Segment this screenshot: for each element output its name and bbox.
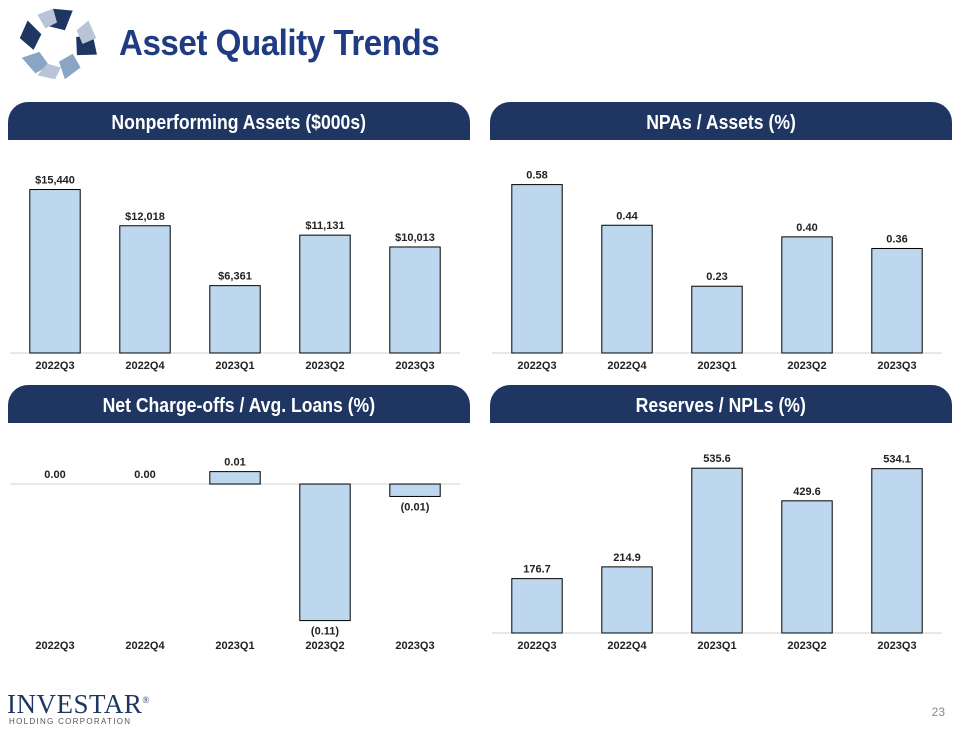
x-tick-label: 2022Q3 — [517, 640, 556, 652]
brand-logo-text: INVESTAR® — [7, 689, 150, 720]
x-tick-label: 2023Q1 — [697, 640, 736, 652]
x-tick-label: 2022Q4 — [125, 360, 165, 372]
x-tick-label: 2023Q3 — [395, 640, 434, 652]
data-label: 0.44 — [616, 210, 638, 222]
bar — [691, 467, 743, 634]
bar — [119, 225, 171, 354]
data-label: 0.00 — [134, 469, 155, 481]
data-label: 535.6 — [703, 453, 731, 465]
x-tick-label: 2023Q1 — [697, 360, 736, 372]
data-label: 0.23 — [706, 271, 727, 283]
page-title: Asset Quality Trends — [119, 22, 440, 63]
x-tick-label: 2022Q4 — [607, 640, 647, 652]
bar — [299, 234, 351, 354]
bar — [871, 247, 923, 354]
data-label: $10,013 — [395, 232, 435, 244]
data-label: 214.9 — [613, 552, 641, 564]
brand-name: INVESTAR — [7, 689, 143, 719]
data-label: 0.01 — [224, 457, 245, 469]
bar — [601, 224, 653, 354]
x-tick-label: 2023Q3 — [877, 640, 916, 652]
x-tick-label: 2023Q2 — [305, 640, 344, 652]
bar — [389, 246, 441, 354]
panel-title: Net Charge-offs / Avg. Loans (%) — [102, 395, 376, 417]
data-label: $11,131 — [305, 220, 344, 232]
bar — [691, 285, 743, 354]
bar — [389, 483, 441, 497]
registered-mark: ® — [142, 695, 150, 705]
bar — [29, 189, 81, 354]
panel-title: Reserves / NPLs (%) — [635, 395, 807, 417]
bar — [871, 468, 923, 634]
data-label: 176.7 — [523, 564, 551, 576]
data-label: 534.1 — [883, 454, 911, 466]
panel-header-nonperforming-assets: Nonperforming Assets ($000s) — [8, 102, 470, 140]
data-label: $12,018 — [125, 211, 165, 223]
bar — [511, 578, 563, 634]
data-label: 0.00 — [44, 469, 65, 481]
company-logo-mark — [19, 8, 97, 80]
brand-subtitle: HOLDING CORPORATION — [9, 717, 132, 726]
x-tick-label: 2022Q3 — [35, 360, 74, 372]
x-tick-label: 2023Q2 — [305, 360, 344, 372]
net-charge-offs-chart: 0.00 2022Q3 0.00 2022Q4 0.01 2023Q1 (0.11) 2023… — [10, 457, 460, 652]
bar — [299, 483, 351, 622]
data-label: 0.58 — [526, 170, 547, 182]
data-label: (0.01) — [401, 501, 430, 513]
x-tick-label: 2022Q4 — [125, 640, 165, 652]
page-number: 23 — [931, 705, 945, 719]
bar — [781, 236, 833, 354]
data-label: 429.6 — [793, 486, 821, 498]
x-tick-label: 2022Q3 — [517, 360, 556, 372]
bar — [511, 184, 563, 354]
panel-header-net-charge-offs: Net Charge-offs / Avg. Loans (%) — [8, 385, 470, 423]
reserves-npls-chart: 176.7 2022Q3 214.9 2022Q4 535.6 2023Q1 429.6 20… — [492, 453, 942, 652]
panel-title: Nonperforming Assets ($000s) — [111, 112, 367, 134]
npas-assets-chart: 0.58 2022Q3 0.44 2022Q4 0.23 2023Q1 0.40 2023Q2… — [492, 170, 942, 372]
x-tick-label: 2023Q3 — [877, 360, 916, 372]
x-tick-label: 2023Q3 — [395, 360, 434, 372]
panel-header-reserves-npls: Reserves / NPLs (%) — [490, 385, 952, 423]
data-label: 0.36 — [886, 233, 907, 245]
data-label: 0.40 — [796, 222, 817, 234]
data-label: (0.11) — [311, 626, 339, 638]
panel-title: NPAs / Assets (%) — [646, 112, 796, 134]
bar — [209, 285, 261, 354]
bar — [209, 471, 261, 485]
data-label: $6,361 — [218, 271, 252, 283]
nonperforming-assets-chart: $15,440 2022Q3 $12,018 2022Q4 $6,361 2023Q1 $1… — [10, 175, 460, 372]
x-tick-label: 2023Q2 — [787, 360, 826, 372]
bar — [601, 566, 653, 634]
x-tick-label: 2023Q1 — [215, 360, 254, 372]
data-label: $15,440 — [35, 175, 75, 187]
x-tick-label: 2022Q3 — [35, 640, 74, 652]
x-tick-label: 2023Q2 — [787, 640, 826, 652]
panel-header-npas-assets: NPAs / Assets (%) — [490, 102, 952, 140]
x-tick-label: 2022Q4 — [607, 360, 647, 372]
x-tick-label: 2023Q1 — [215, 640, 254, 652]
bar — [781, 500, 833, 634]
